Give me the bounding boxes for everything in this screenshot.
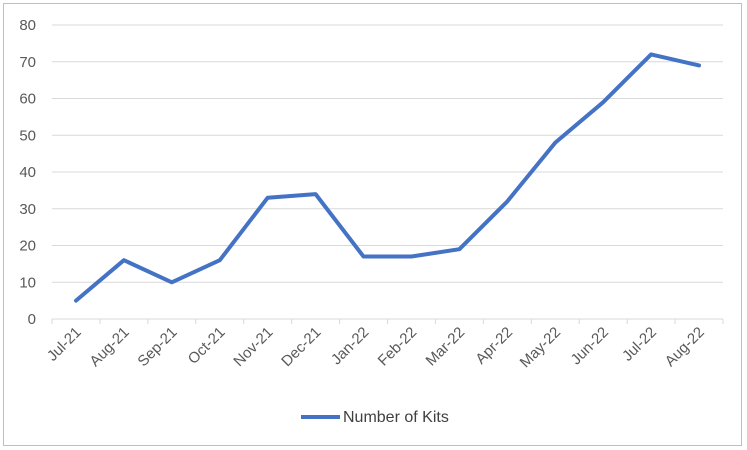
y-tick-label: 30 xyxy=(19,201,36,218)
y-tick-label: 80 xyxy=(19,17,36,34)
x-tick-label: Jul-22 xyxy=(619,324,660,365)
x-tick-label: Jul-21 xyxy=(44,324,85,365)
x-tick-label: Aug-22 xyxy=(662,324,708,370)
legend: Number of Kits xyxy=(301,409,449,426)
series-line-number-of-kits xyxy=(74,52,701,303)
y-tick-label: 60 xyxy=(19,91,36,108)
x-tick-label: Aug-21 xyxy=(86,324,132,370)
legend-label-number-of-kits: Number of Kits xyxy=(343,409,449,426)
x-tick-label: Jun-22 xyxy=(568,324,612,368)
chart-frame xyxy=(3,3,742,446)
x-tick-label: Jan-22 xyxy=(328,324,372,368)
x-tick-label: May-22 xyxy=(517,324,564,371)
y-tick-label: 20 xyxy=(19,238,36,255)
y-axis-ticks: 0 10 20 30 40 50 60 70 80 xyxy=(19,17,36,328)
y-tick-label: 40 xyxy=(19,164,36,181)
x-tick-label: Nov-21 xyxy=(230,324,276,370)
y-tick-label: 10 xyxy=(19,274,36,291)
x-tick-label: Oct-21 xyxy=(185,324,229,368)
series-layer xyxy=(74,52,701,303)
y-tick-label: 70 xyxy=(19,54,36,71)
x-tick-label: Feb-22 xyxy=(375,324,421,370)
x-axis-ticks: Jul-21 Aug-21 Sep-21 Oct-21 Nov-21 Dec-21 Jan-… xyxy=(44,319,724,371)
x-tick-label: Sep-21 xyxy=(134,324,180,370)
x-tick-label: Mar-22 xyxy=(423,324,469,370)
x-tick-label: Apr-22 xyxy=(472,324,516,368)
gridlines xyxy=(52,24,723,283)
y-tick-label: 0 xyxy=(28,311,36,328)
y-tick-label: 50 xyxy=(19,127,36,144)
x-tick-label: Dec-21 xyxy=(278,324,324,370)
